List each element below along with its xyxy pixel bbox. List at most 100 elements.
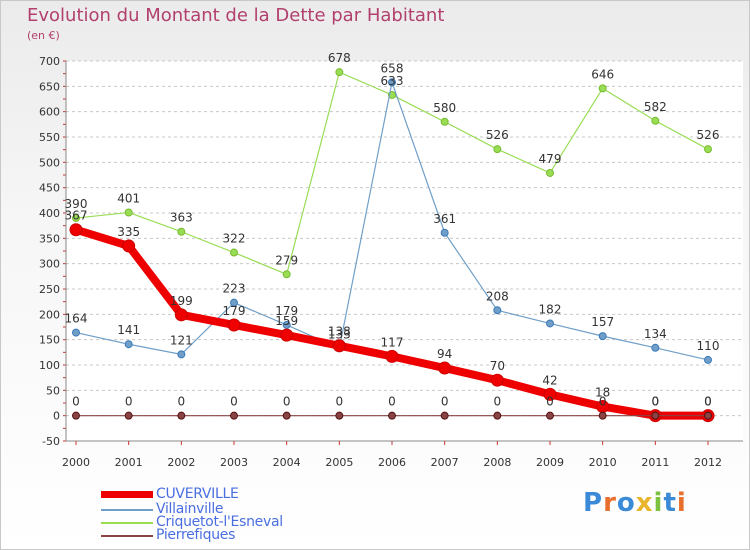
legend-swatch — [101, 522, 153, 524]
data-label: 646 — [591, 67, 614, 81]
x-tick-label: 2007 — [431, 456, 459, 469]
data-label: 110 — [697, 339, 720, 353]
data-label: 141 — [117, 323, 140, 337]
x-tick-label: 2005 — [325, 456, 353, 469]
data-label: 0 — [230, 395, 238, 409]
data-label: 179 — [223, 304, 246, 318]
data-label: 0 — [546, 395, 554, 409]
data-label: 182 — [539, 302, 562, 316]
data-point — [174, 308, 188, 322]
data-point — [72, 411, 80, 420]
plot-area — [66, 61, 743, 441]
data-label: 94 — [437, 347, 452, 361]
data-label: 164 — [65, 312, 88, 326]
data-point — [385, 349, 399, 363]
data-point — [704, 355, 712, 364]
data-point — [230, 411, 238, 420]
data-point — [282, 270, 291, 279]
y-tick-label: 500 — [39, 156, 60, 169]
data-label: 390 — [65, 197, 88, 211]
data-point — [227, 318, 241, 332]
data-point — [598, 411, 607, 420]
data-point — [230, 248, 238, 257]
data-label: 0 — [441, 395, 449, 409]
x-tick-label: 2002 — [167, 456, 195, 469]
data-point — [440, 411, 449, 420]
legend-label: Pierrefiques — [156, 527, 236, 543]
data-label: 0 — [652, 395, 660, 409]
data-point — [651, 343, 660, 352]
data-point — [282, 320, 291, 329]
data-point — [282, 411, 291, 420]
data-point — [122, 239, 136, 253]
logo-letter: i — [676, 488, 687, 518]
data-label: 0 — [283, 395, 291, 409]
y-tick-label: 300 — [39, 258, 60, 271]
legend-swatch — [101, 535, 153, 537]
y-tick-label: 100 — [39, 359, 60, 372]
logo-letter: x — [635, 488, 654, 518]
data-label: 633 — [381, 74, 404, 88]
y-tick-label: 200 — [39, 308, 60, 321]
y-tick-label: 150 — [39, 334, 60, 347]
data-point — [493, 411, 502, 420]
data-label: 159 — [275, 314, 298, 328]
data-label: 199 — [170, 294, 193, 308]
data-label: 322 — [223, 232, 246, 246]
data-point — [335, 411, 344, 420]
data-label: 678 — [328, 51, 351, 65]
data-point — [280, 328, 294, 342]
data-label: 401 — [117, 191, 140, 205]
y-tick-label: -50 — [42, 435, 60, 448]
data-point — [388, 411, 396, 420]
x-tick-label: 2003 — [220, 456, 248, 469]
logo-letter: t — [663, 488, 677, 518]
legend-label: Criquetot-l'Esneval — [156, 514, 283, 530]
y-tick-label: 400 — [39, 207, 60, 220]
data-point — [177, 350, 186, 359]
data-label: 279 — [275, 253, 298, 267]
proxiti-logo: Proxiti — [583, 488, 687, 518]
x-tick-label: 2010 — [589, 456, 617, 469]
data-label: 0 — [125, 395, 133, 409]
data-point — [177, 227, 186, 236]
data-point — [598, 84, 607, 93]
data-point — [546, 168, 554, 177]
data-label: 479 — [539, 152, 562, 166]
data-label: 361 — [433, 212, 456, 226]
data-point — [69, 223, 83, 237]
data-label: 0 — [336, 395, 344, 409]
y-tick-label: 550 — [39, 131, 60, 144]
data-label: 133 — [328, 327, 351, 341]
data-point — [546, 319, 554, 328]
logo-letter: P — [583, 488, 604, 518]
data-point — [335, 68, 344, 77]
legend-swatch — [101, 509, 153, 511]
logo-letter: o — [616, 488, 636, 518]
data-point — [332, 339, 346, 353]
data-label: 42 — [542, 373, 557, 387]
data-label: 526 — [697, 128, 720, 142]
data-label: 0 — [494, 395, 502, 409]
data-point — [124, 208, 133, 217]
data-label: 0 — [652, 395, 660, 409]
data-label: 0 — [704, 395, 712, 409]
x-tick-label: 2000 — [62, 456, 90, 469]
y-tick-label: 250 — [39, 283, 60, 296]
data-point — [704, 411, 712, 420]
data-label: 580 — [433, 101, 456, 115]
data-label: 157 — [591, 315, 614, 329]
data-label: 335 — [117, 225, 140, 239]
y-tick-label: 700 — [39, 55, 60, 68]
data-point — [493, 145, 502, 154]
data-label: 121 — [170, 333, 193, 347]
data-label: 70 — [490, 359, 505, 373]
data-point — [177, 411, 186, 420]
data-point — [440, 228, 449, 237]
data-label: 363 — [170, 211, 193, 225]
data-label: 0 — [72, 395, 80, 409]
data-label: 367 — [65, 209, 88, 223]
y-tick-label: 350 — [39, 232, 60, 245]
data-point — [388, 78, 396, 87]
data-point — [440, 117, 449, 126]
